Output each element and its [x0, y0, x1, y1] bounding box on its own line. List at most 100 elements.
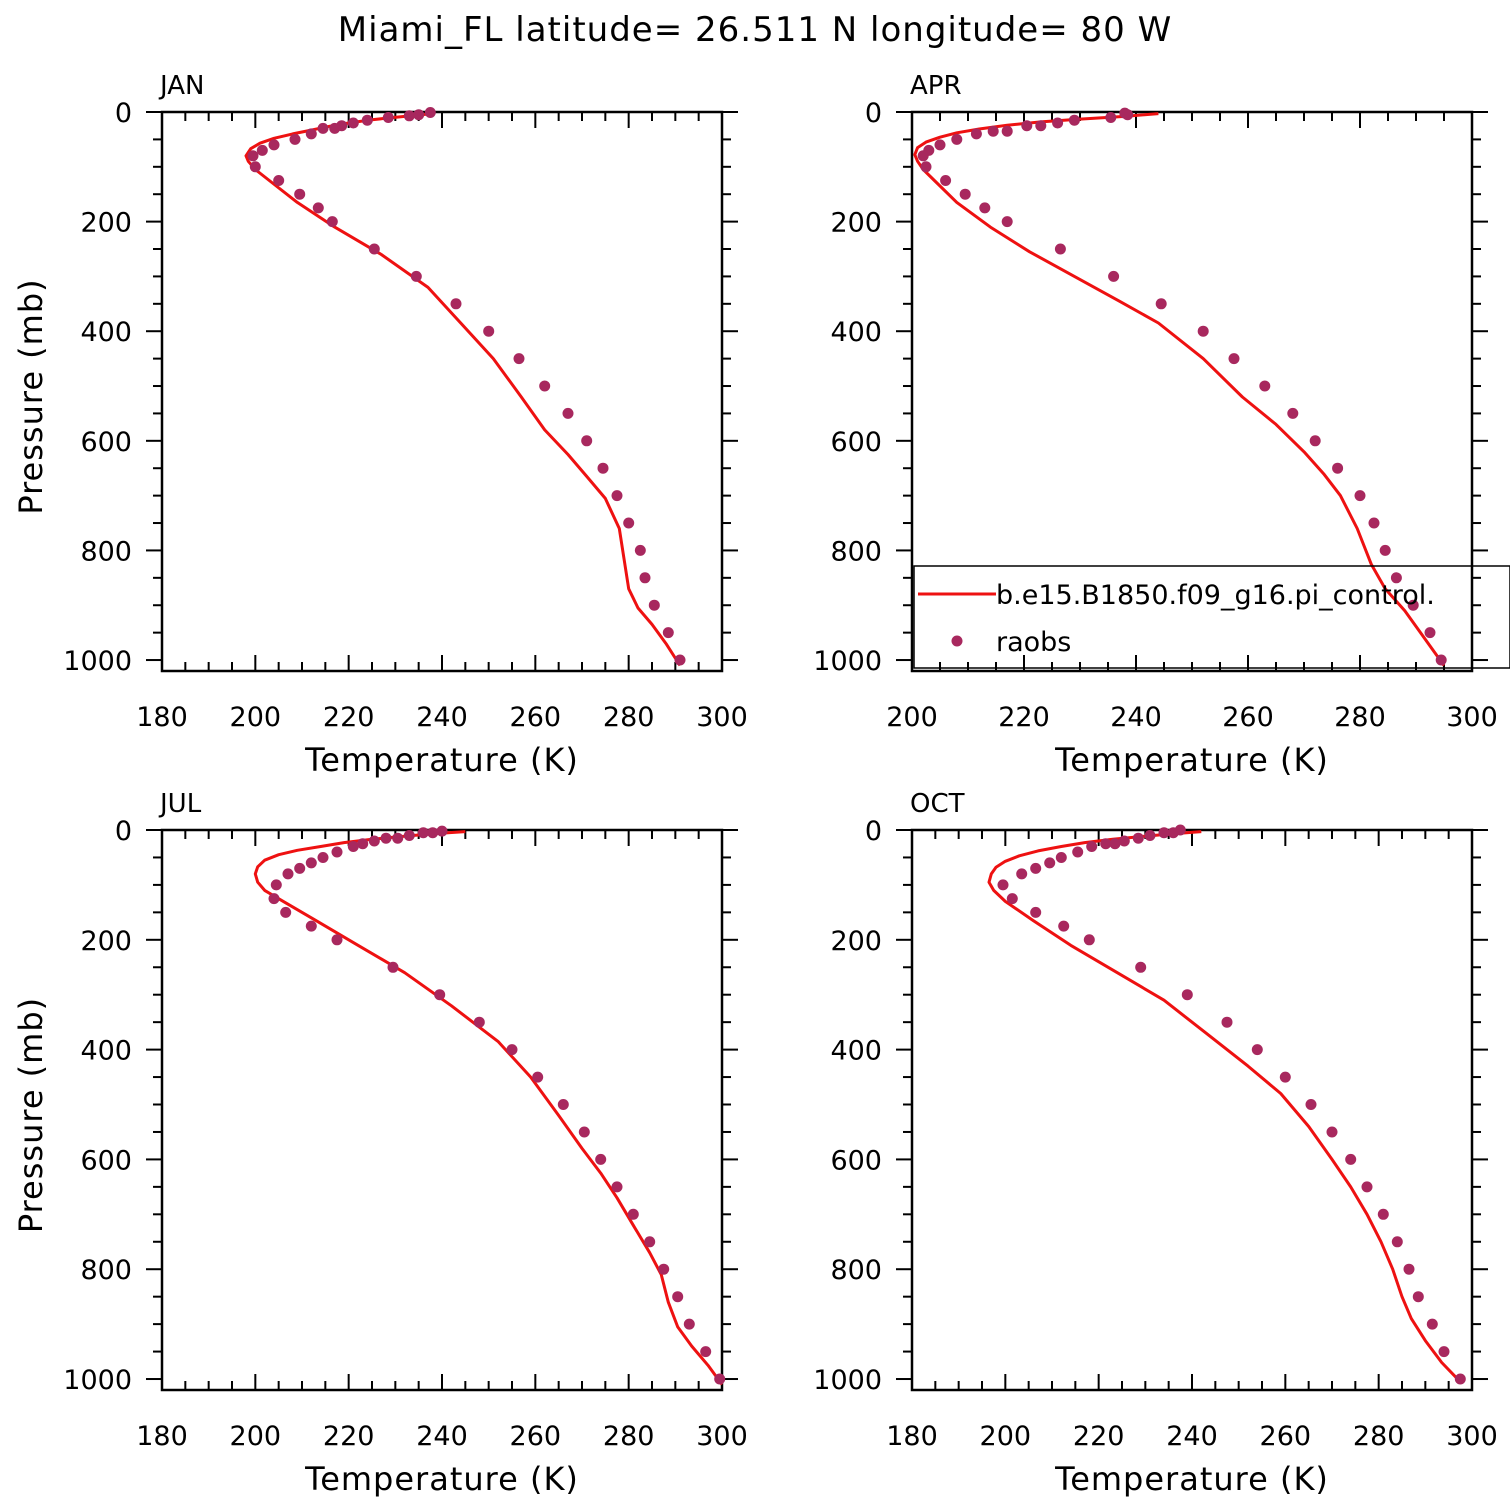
- raobs-point: [413, 109, 425, 121]
- raobs-point: [326, 216, 338, 228]
- raobs-point: [1345, 1153, 1357, 1165]
- raobs-point: [1279, 1071, 1291, 1083]
- plot-frame: [160, 828, 724, 1392]
- raobs-point: [312, 202, 324, 214]
- y-tick-label: 0: [865, 98, 882, 129]
- raobs-point: [1361, 1181, 1373, 1193]
- raobs-point: [289, 133, 301, 145]
- x-tick-label: 200: [230, 1421, 282, 1452]
- raobs-point: [1118, 835, 1130, 847]
- y-tick-label: 600: [80, 1145, 132, 1176]
- raobs-point: [581, 435, 593, 447]
- x-tick-label: 200: [980, 1421, 1032, 1452]
- raobs-point: [249, 161, 261, 173]
- x-tick-label: 300: [696, 1421, 748, 1452]
- raobs-point: [683, 1318, 695, 1330]
- raobs-point: [1438, 1346, 1450, 1358]
- raobs-point: [951, 133, 963, 145]
- raobs-point: [427, 827, 439, 839]
- raobs-point: [1412, 1291, 1424, 1303]
- panel-jul: JUL 180 200 220 240 260 280 300 0 200 400 600 800 100…: [12, 789, 748, 1498]
- raobs-point: [917, 150, 929, 162]
- x-tick-label: 200: [230, 702, 282, 733]
- x-tick-label: 300: [696, 702, 748, 733]
- raobs-point: [1100, 838, 1112, 850]
- raobs-point: [1030, 862, 1042, 874]
- raobs-point: [1424, 627, 1436, 639]
- y-tick-label: 0: [865, 816, 882, 847]
- legend-marker-swatch: [951, 635, 963, 647]
- x-tick-label: 220: [998, 702, 1050, 733]
- y-tick-label: 200: [80, 208, 132, 239]
- y-tick-label: 600: [80, 427, 132, 458]
- x-tick-label: 260: [1260, 1421, 1312, 1452]
- figure-title: Miami_FL latitude= 26.511 N longitude= 8…: [337, 10, 1173, 50]
- raobs-point: [331, 934, 343, 946]
- y-tick-label: 400: [830, 317, 882, 348]
- x-tick-label: 280: [1353, 1421, 1405, 1452]
- raobs-point: [578, 1126, 590, 1138]
- raobs-point: [1044, 857, 1056, 869]
- y-tick-label: 800: [80, 536, 132, 567]
- raobs-point: [539, 380, 551, 392]
- raobs-point: [1332, 462, 1344, 474]
- raobs-point: [658, 1263, 670, 1275]
- x-tick-label: 260: [1222, 702, 1274, 733]
- raobs-point: [997, 879, 1009, 891]
- y-tick-label: 400: [80, 317, 132, 348]
- panel-label: JAN: [158, 71, 204, 101]
- plot-frame: [910, 828, 1474, 1392]
- raobs-point: [557, 1099, 569, 1110]
- raobs-point: [436, 825, 448, 837]
- x-tick-label: 280: [1334, 702, 1386, 733]
- x-axis-title: Temperature (K): [1054, 741, 1329, 779]
- raobs-point: [256, 144, 268, 156]
- panel-apr: APR 200 220 240 260 280 300 0 200 400 600 800 1000 Te…: [813, 71, 1497, 779]
- raobs-point: [648, 599, 660, 611]
- y-tick-label: 800: [830, 1255, 882, 1286]
- raobs-point: [700, 1346, 712, 1358]
- legend-label-raobs: raobs: [996, 627, 1071, 658]
- raobs-point: [987, 125, 999, 137]
- y-tick-label: 200: [830, 926, 882, 957]
- plot-frame: [160, 110, 724, 673]
- raobs-point: [483, 325, 495, 337]
- raobs-point: [268, 893, 280, 905]
- raobs-point: [1390, 572, 1402, 584]
- y-tick-label: 1000: [63, 646, 132, 677]
- raobs-point: [270, 879, 282, 891]
- raobs-point: [1068, 114, 1080, 126]
- y-tick-label: 1000: [813, 1365, 882, 1396]
- raobs-point: [1379, 544, 1391, 556]
- legend-box: [913, 565, 1510, 669]
- raobs-point: [1167, 827, 1179, 839]
- y-tick-label: 600: [830, 1145, 882, 1176]
- raobs-point: [672, 1291, 684, 1303]
- raobs-point: [611, 1181, 623, 1193]
- model-profile-line: [244, 112, 682, 667]
- raobs-point: [627, 1208, 639, 1220]
- raobs-point: [1155, 298, 1167, 310]
- x-tick-label: 180: [886, 1421, 938, 1452]
- raobs-point: [1021, 120, 1033, 132]
- x-tick-label: 300: [1446, 702, 1498, 733]
- x-axis-title: Temperature (K): [304, 741, 579, 779]
- raobs-point: [1001, 125, 1013, 137]
- raobs-point: [1072, 846, 1084, 858]
- raobs-point: [639, 572, 651, 584]
- raobs-point: [674, 654, 686, 666]
- raobs-point: [1086, 841, 1098, 852]
- raobs-point: [1055, 852, 1067, 863]
- raobs-point: [1108, 270, 1120, 282]
- raobs-point: [417, 827, 429, 839]
- raobs-point: [644, 1236, 656, 1248]
- raobs-point: [361, 114, 373, 126]
- y-tick-label: 800: [830, 536, 882, 567]
- y-tick-label: 600: [830, 427, 882, 458]
- x-tick-label: 280: [603, 702, 655, 733]
- raobs-point: [1109, 838, 1121, 850]
- raobs-point: [934, 139, 946, 151]
- raobs-point: [410, 270, 422, 282]
- raobs-point: [1251, 1044, 1263, 1056]
- raobs-point: [294, 188, 306, 200]
